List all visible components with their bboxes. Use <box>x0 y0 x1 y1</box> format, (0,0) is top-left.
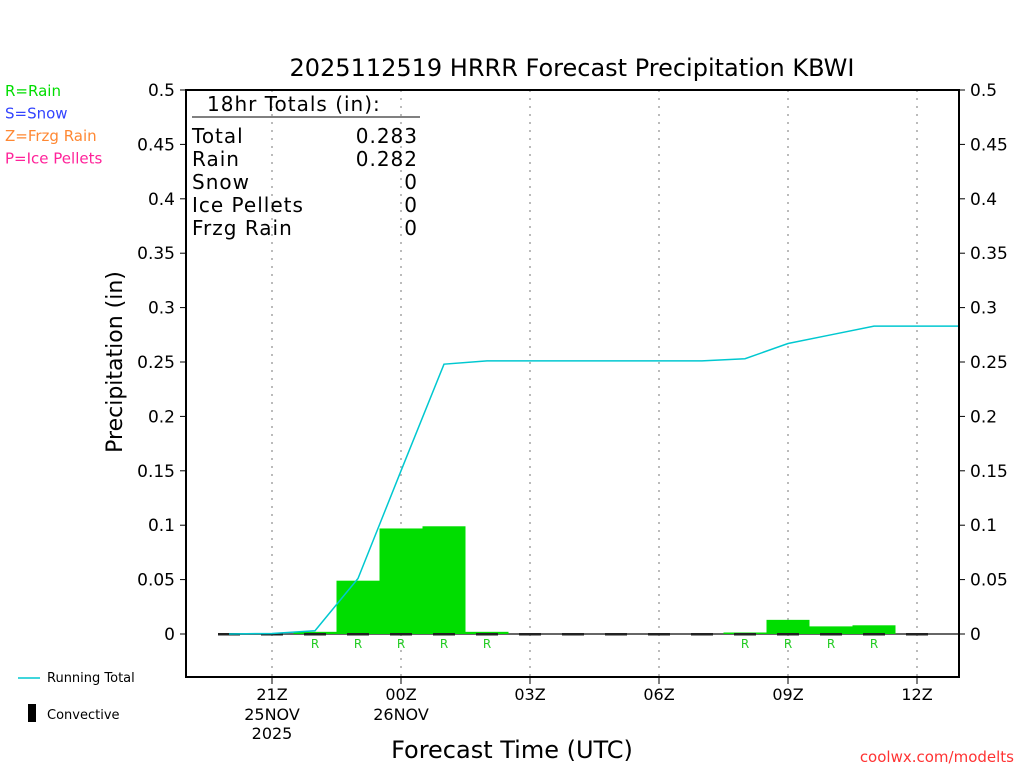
y-tick-label-right: 0.25 <box>970 353 1008 373</box>
convective-mark <box>476 633 498 636</box>
y-tick-label-left: 0.45 <box>137 135 175 155</box>
totals-value: 0 <box>404 193 418 217</box>
y-tick-label-right: 0.5 <box>970 81 997 101</box>
y-tick-label-left: 0.2 <box>148 407 175 427</box>
y-tick-label-right: 0.45 <box>970 135 1008 155</box>
convective-mark <box>605 633 627 636</box>
convective-mark <box>734 633 756 636</box>
x-tick-label: 00Z <box>385 685 416 704</box>
precip-bar <box>293 631 337 634</box>
convective-mark <box>863 633 885 636</box>
totals-label: Total <box>191 124 244 148</box>
convective-mark <box>390 633 412 636</box>
legend-convective-swatch <box>28 704 36 722</box>
precip-type-label: R <box>741 637 749 651</box>
legend-type: S=Snow <box>5 105 68 123</box>
convective-mark <box>218 633 240 636</box>
y-tick-label-left: 0.5 <box>148 81 175 101</box>
precip-bar <box>852 625 896 634</box>
precip-bar <box>766 619 810 634</box>
precip-type-label: R <box>311 637 319 651</box>
running-total-line <box>228 325 960 635</box>
precip-bar <box>809 626 853 634</box>
y-tick-label-right: 0 <box>970 625 981 645</box>
x-tick-label: 12Z <box>901 685 932 704</box>
legend-type: P=Ice Pellets <box>5 150 102 168</box>
totals-value: 0.282 <box>356 147 418 171</box>
y-tick-label-right: 0.1 <box>970 516 997 536</box>
legend-running-total: Running Total <box>47 671 135 686</box>
x-tick-label: 03Z <box>514 685 545 704</box>
totals-value: 0.283 <box>356 124 418 148</box>
convective-mark <box>304 633 326 636</box>
legend-convective: Convective <box>47 708 120 723</box>
precip-type-label: R <box>827 637 835 651</box>
y-tick-label-left: 0 <box>164 625 175 645</box>
precip-bar <box>379 528 423 634</box>
x-tick-date: 26NOV <box>373 705 429 724</box>
y-axis-label: Precipitation (in) <box>103 271 128 453</box>
legend-type: R=Rain <box>5 82 61 100</box>
convective-mark <box>906 633 928 636</box>
legend-type: Z=Frzg Rain <box>5 127 97 145</box>
precip-type-label: R <box>784 637 792 651</box>
convective-mark <box>777 633 799 636</box>
convective-mark <box>519 633 541 636</box>
x-tick-date: 25NOV <box>244 705 300 724</box>
x-axis-label: Forecast Time (UTC) <box>391 736 633 764</box>
y-tick-label-left: 0.25 <box>137 353 175 373</box>
precip-type-label: R <box>483 637 491 651</box>
y-tick-label-left: 0.05 <box>137 571 175 591</box>
y-tick-label-left: 0.4 <box>148 190 175 210</box>
y-tick-label-right: 0.05 <box>970 571 1008 591</box>
totals-label: Ice Pellets <box>192 193 304 217</box>
totals-value: 0 <box>404 170 418 194</box>
convective-mark <box>347 633 369 636</box>
y-tick-label-right: 0.3 <box>970 299 997 319</box>
x-tick-date: 2025 <box>252 724 293 743</box>
totals-label: Snow <box>192 170 250 194</box>
x-tick-label: 21Z <box>256 685 287 704</box>
convective-mark <box>648 633 670 636</box>
y-tick-label-right: 0.2 <box>970 407 997 427</box>
precip-bar <box>336 580 380 634</box>
totals-header: 18hr Totals (in): <box>207 92 381 116</box>
x-tick-label: 06Z <box>643 685 674 704</box>
y-tick-label-left: 0.35 <box>137 244 175 264</box>
convective-mark <box>691 633 713 636</box>
convective-mark <box>562 633 584 636</box>
plot-frame <box>185 89 960 678</box>
precip-bar <box>465 631 509 634</box>
precip-type-label: R <box>354 637 362 651</box>
precip-type-label: R <box>870 637 878 651</box>
precip-type-label: R <box>440 637 448 651</box>
totals-label: Frzg Rain <box>192 216 293 240</box>
watermark: coolwx.com/modelts <box>860 748 1014 766</box>
y-tick-label-right: 0.4 <box>970 190 997 210</box>
x-tick-label: 09Z <box>772 685 803 704</box>
convective-mark <box>433 633 455 636</box>
y-tick-label-left: 0.1 <box>148 516 175 536</box>
precip-type-label: R <box>397 637 405 651</box>
chart-title: 2025112519 HRRR Forecast Precipitation K… <box>289 54 854 82</box>
y-tick-label-right: 0.35 <box>970 244 1008 264</box>
convective-mark <box>820 633 842 636</box>
y-tick-label-left: 0.3 <box>148 299 175 319</box>
y-tick-label-left: 0.15 <box>137 462 175 482</box>
y-tick-label-right: 0.15 <box>970 462 1008 482</box>
convective-mark <box>261 633 283 636</box>
precip-bar <box>422 526 466 634</box>
totals-label: Rain <box>192 147 240 171</box>
totals-value: 0 <box>404 216 418 240</box>
